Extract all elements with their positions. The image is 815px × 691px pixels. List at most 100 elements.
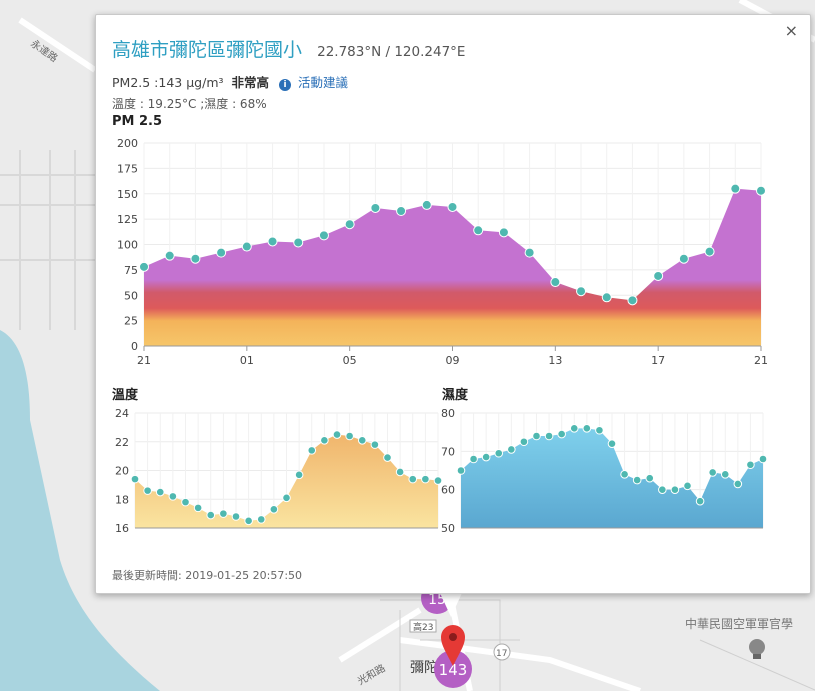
data-point[interactable] xyxy=(421,199,432,210)
data-point[interactable] xyxy=(595,425,604,435)
data-point[interactable] xyxy=(241,241,252,252)
data-point[interactable] xyxy=(320,436,329,445)
humidity-chart-title: 濕度 xyxy=(442,388,469,403)
data-point[interactable] xyxy=(620,470,629,479)
data-point[interactable] xyxy=(532,431,541,441)
data-point[interactable] xyxy=(206,510,216,520)
pm-reading-row: PM2.5 :143 μg/m³ 非常高 i 活動建議 xyxy=(112,72,348,91)
data-point[interactable] xyxy=(408,474,418,484)
series-area xyxy=(144,188,761,346)
data-point[interactable] xyxy=(318,230,329,241)
data-point[interactable] xyxy=(293,237,304,248)
data-point[interactable] xyxy=(332,430,342,439)
data-point[interactable] xyxy=(557,429,566,439)
data-point[interactable] xyxy=(456,466,466,475)
data-point[interactable] xyxy=(155,487,165,497)
data-point[interactable] xyxy=(627,295,638,306)
aq-marker-143[interactable]: 143 xyxy=(434,650,472,688)
data-point[interactable] xyxy=(670,485,680,494)
x-tick-label: 09 xyxy=(446,354,460,367)
data-point[interactable] xyxy=(395,467,405,477)
data-point[interactable] xyxy=(282,493,291,503)
data-point[interactable] xyxy=(704,246,715,257)
y-tick-label: 22 xyxy=(115,436,129,449)
y-tick-label: 100 xyxy=(117,239,138,252)
data-point[interactable] xyxy=(544,431,554,441)
data-point[interactable] xyxy=(139,261,149,272)
data-point[interactable] xyxy=(569,424,579,433)
data-point[interactable] xyxy=(216,247,227,258)
data-point[interactable] xyxy=(473,225,484,236)
y-tick-label: 18 xyxy=(115,493,129,506)
data-point[interactable] xyxy=(607,439,617,448)
y-tick-label: 200 xyxy=(117,137,138,150)
data-point[interactable] xyxy=(181,497,190,507)
data-point[interactable] xyxy=(219,509,228,518)
data-point[interactable] xyxy=(645,473,655,483)
data-point[interactable] xyxy=(357,436,367,445)
y-tick-label: 50 xyxy=(441,522,455,535)
data-point[interactable] xyxy=(632,475,642,485)
data-point[interactable] xyxy=(481,452,491,462)
close-icon[interactable]: × xyxy=(784,21,798,40)
data-point[interactable] xyxy=(370,440,380,449)
info-popup: × 高雄市彌陀區彌陀國小 22.783°N / 120.247°E PM2.5 … xyxy=(95,14,811,594)
data-point[interactable] xyxy=(507,445,516,454)
data-point[interactable] xyxy=(370,202,381,213)
data-point[interactable] xyxy=(421,474,430,484)
data-point[interactable] xyxy=(168,492,178,501)
site-coords: 22.783°N / 120.247°E xyxy=(317,44,466,60)
data-point[interactable] xyxy=(193,503,203,513)
data-point[interactable] xyxy=(524,247,535,258)
data-point[interactable] xyxy=(730,183,741,194)
data-point[interactable] xyxy=(695,496,705,506)
data-point[interactable] xyxy=(433,476,443,485)
data-point[interactable] xyxy=(269,505,279,514)
data-point[interactable] xyxy=(267,236,278,247)
data-point[interactable] xyxy=(658,485,667,494)
data-point[interactable] xyxy=(494,448,504,458)
data-point[interactable] xyxy=(653,270,664,281)
data-point[interactable] xyxy=(550,277,561,288)
data-point[interactable] xyxy=(231,512,241,521)
data-point[interactable] xyxy=(256,515,266,524)
data-point[interactable] xyxy=(244,516,253,526)
data-point[interactable] xyxy=(708,468,717,477)
popup-header: 高雄市彌陀區彌陀國小 22.783°N / 120.247°E xyxy=(112,35,465,62)
data-point[interactable] xyxy=(130,474,140,484)
data-point[interactable] xyxy=(746,460,755,470)
data-point[interactable] xyxy=(582,424,592,433)
sea xyxy=(0,330,160,691)
data-point[interactable] xyxy=(519,437,529,447)
data-point[interactable] xyxy=(164,250,175,261)
data-point[interactable] xyxy=(294,470,304,480)
series-area xyxy=(135,434,438,528)
data-point[interactable] xyxy=(498,227,509,238)
data-point[interactable] xyxy=(756,185,766,196)
map-label-town: 彌陀 xyxy=(410,660,438,676)
data-point[interactable] xyxy=(733,479,743,489)
data-point[interactable] xyxy=(344,219,355,230)
data-point[interactable] xyxy=(307,446,317,455)
data-point[interactable] xyxy=(758,454,768,464)
data-point[interactable] xyxy=(469,454,478,464)
data-point[interactable] xyxy=(720,470,730,479)
data-point[interactable] xyxy=(383,453,392,462)
data-point[interactable] xyxy=(345,431,354,441)
last-updated: 最後更新時間: 2019-01-25 20:57:50 xyxy=(112,569,303,582)
bulb-marker-icon[interactable] xyxy=(749,639,765,659)
location-pin-icon[interactable] xyxy=(441,625,465,666)
data-point[interactable] xyxy=(190,253,201,264)
data-point[interactable] xyxy=(396,206,407,217)
data-point[interactable] xyxy=(601,292,612,303)
data-point[interactable] xyxy=(683,481,692,491)
data-point[interactable] xyxy=(678,253,689,264)
y-tick-label: 20 xyxy=(115,465,129,478)
temp-chart-title: 溫度 xyxy=(112,388,139,403)
activity-advice-link[interactable]: 活動建議 xyxy=(297,75,348,90)
data-point[interactable] xyxy=(576,286,587,297)
data-point[interactable] xyxy=(447,201,458,212)
info-icon[interactable]: i xyxy=(279,79,291,91)
data-point[interactable] xyxy=(143,486,152,495)
